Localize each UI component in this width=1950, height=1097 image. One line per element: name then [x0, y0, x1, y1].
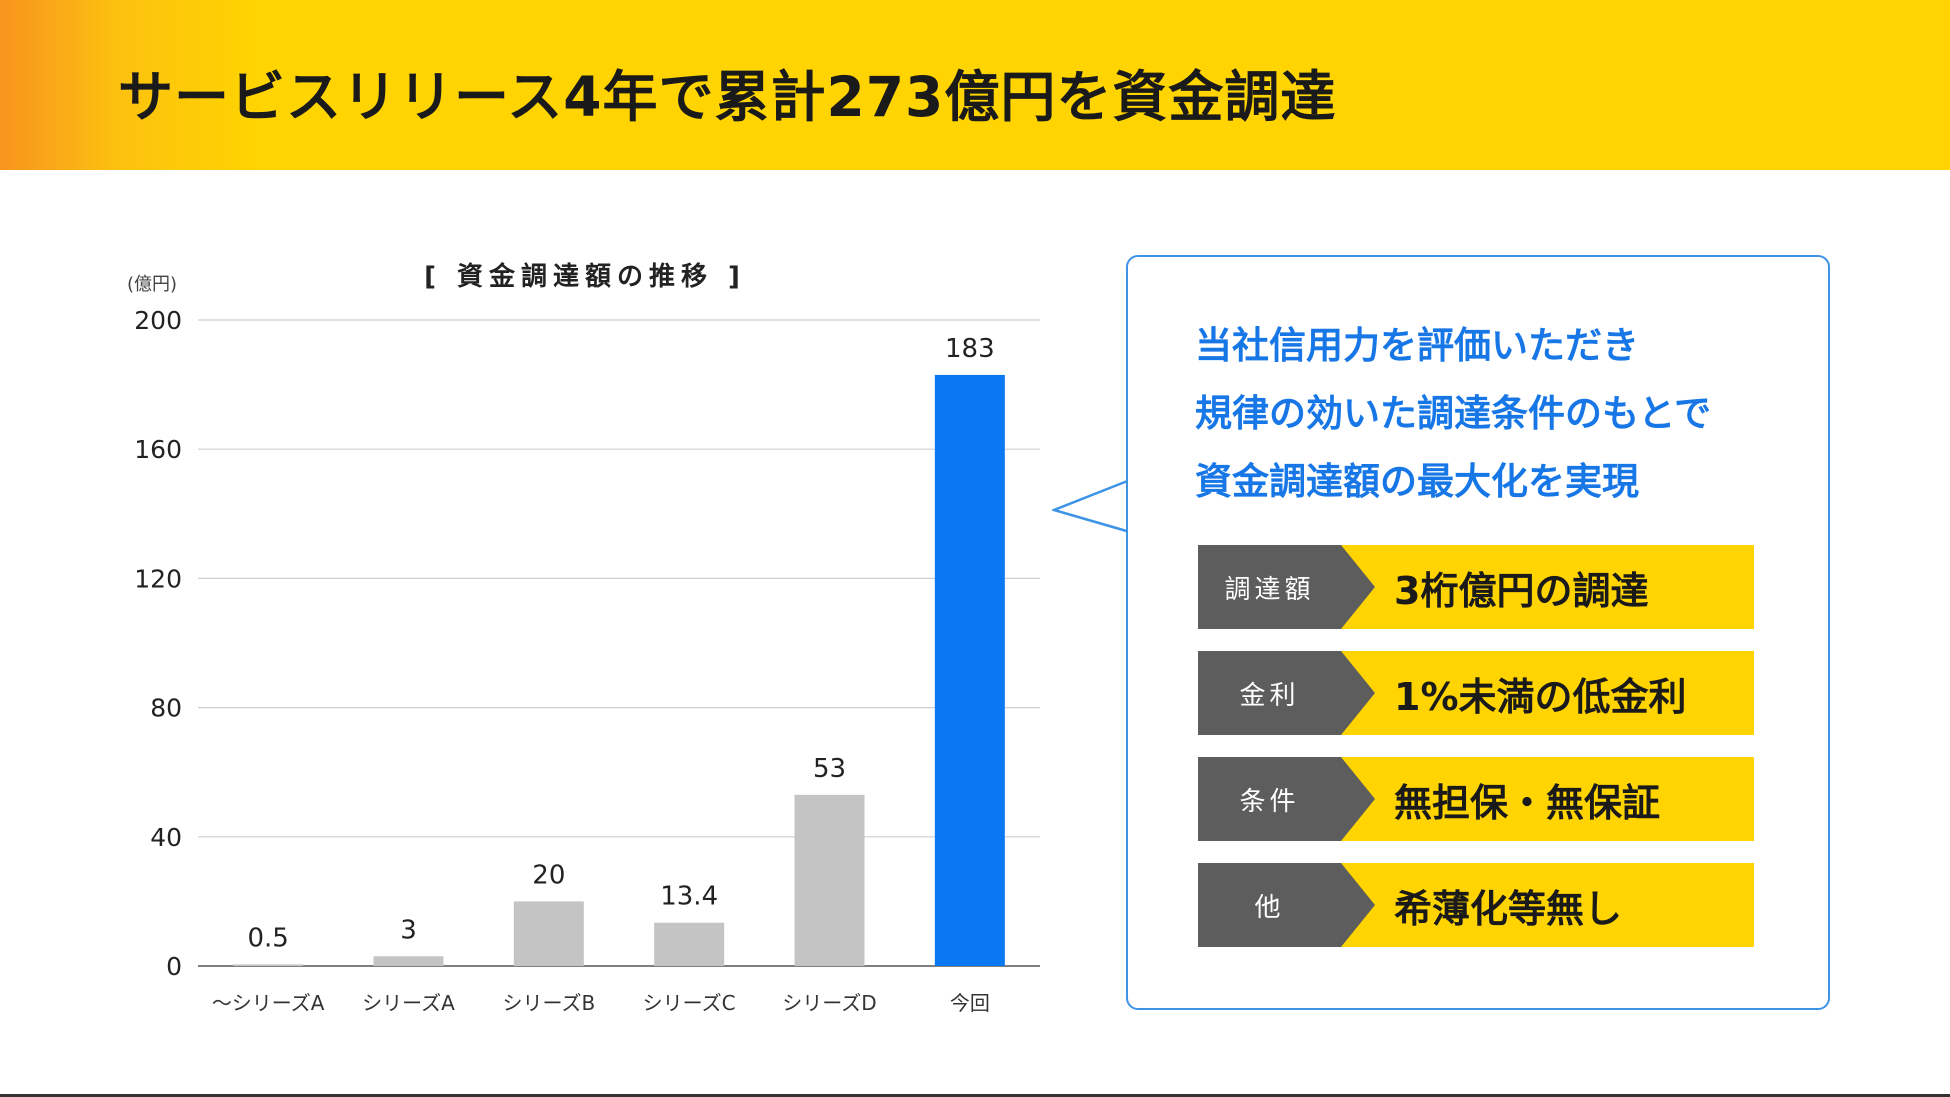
bar-value-label: 183	[945, 334, 995, 364]
y-tick-label: 120	[134, 564, 182, 593]
bar-value-label: 20	[532, 860, 565, 890]
headline-line-3: 資金調達額の最大化を実現	[1195, 460, 1639, 503]
x-category-label: シリーズA	[362, 991, 455, 1015]
term-label: 条件	[1198, 757, 1341, 841]
chevron-right-icon	[1339, 651, 1375, 735]
bar	[513, 901, 584, 966]
y-tick-label: 80	[150, 694, 182, 723]
term-row-conditions: 条件 無担保・無保証	[1198, 757, 1754, 841]
chart-title: [ 資金調達額の推移 ]	[424, 261, 746, 292]
funding-bar-chart: [ 資金調達額の推移 ] (億円) 0 40 80 120 160 200 0.5 〜シリー…	[127, 261, 1040, 1015]
headline-line-1: 当社信用力を評価いただき	[1195, 324, 1639, 367]
page-title: サービスリリース4年で累計273億円を資金調達	[118, 65, 1337, 129]
bar	[654, 922, 725, 966]
chevron-right-icon	[1339, 545, 1375, 629]
chevron-right-icon	[1339, 863, 1375, 947]
term-label: 金利	[1198, 651, 1341, 735]
term-row-interest: 金利 1%未満の低金利	[1198, 651, 1754, 735]
term-label: 調達額	[1198, 545, 1341, 629]
bottom-divider	[0, 1094, 1950, 1097]
header-banner: サービスリリース4年で累計273億円を資金調達	[0, 0, 1950, 170]
bar	[373, 956, 444, 966]
term-value: 無担保・無保証	[1339, 757, 1754, 841]
bar	[934, 374, 1005, 966]
bar	[794, 794, 865, 966]
chevron-right-icon	[1339, 757, 1375, 841]
bar-value-label: 0.5	[247, 923, 288, 953]
bar-value-label: 13.4	[660, 882, 718, 912]
x-category-label: シリーズD	[782, 991, 876, 1015]
term-label: 他	[1198, 863, 1341, 947]
term-value: 3桁億円の調達	[1339, 545, 1754, 629]
x-category-label: シリーズB	[502, 991, 595, 1015]
x-category-label: シリーズC	[643, 991, 736, 1015]
term-row-amount: 調達額 3桁億円の調達	[1198, 545, 1754, 629]
callout-pointer	[1052, 478, 1131, 534]
y-axis-unit-label: (億円)	[127, 274, 177, 295]
term-value: 1%未満の低金利	[1339, 651, 1754, 735]
y-tick-label: 160	[134, 435, 182, 464]
term-row-other: 他 希薄化等無し	[1198, 863, 1754, 947]
bar-value-label: 53	[813, 754, 846, 784]
term-value: 希薄化等無し	[1339, 863, 1754, 947]
bar	[233, 964, 304, 966]
y-tick-label: 0	[166, 952, 182, 981]
bar-value-label: 3	[400, 915, 417, 945]
x-category-label: 今回	[950, 991, 990, 1015]
x-category-label: 〜シリーズA	[212, 991, 325, 1015]
headline-line-2: 規律の効いた調達条件のもとで	[1195, 392, 1712, 435]
y-tick-label: 200	[134, 306, 182, 335]
y-tick-label: 40	[150, 823, 182, 852]
panel-headline: 当社信用力を評価いただき 規律の効いた調達条件のもとで 資金調達額の最大化を実現	[1195, 312, 1815, 516]
